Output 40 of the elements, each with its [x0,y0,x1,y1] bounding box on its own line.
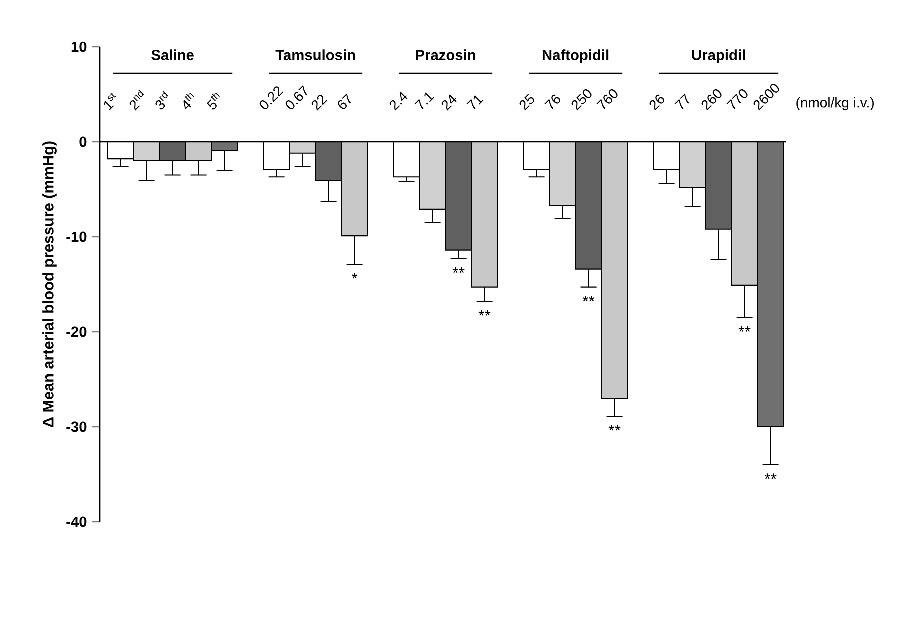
y-tick-label: -20 [66,326,87,338]
x-tick-label: 26 [650,94,664,111]
x-tick-label: 71 [466,96,484,110]
annotation: Urapidil [692,50,746,64]
y-tick-label: -10 [66,232,87,242]
y-axis-title: Δ Mean arterial blood pressure (mmHg) [42,142,57,428]
annotation: ** [738,326,751,332]
x-tick-label: 24 [442,94,457,111]
annotation: ** [608,425,621,431]
x-tick-label: 4$^{th}$ [184,94,194,110]
text: (nmol/kg i.v.) [796,97,874,111]
annotation: ** [478,310,491,316]
x-tick-label: 22 [312,94,328,111]
x-tick-label: 3$^{rd}$ [156,91,168,110]
annotation: Naftopidil [542,50,609,64]
annotation: ** [452,267,465,274]
x-tick-label: 67 [338,94,352,110]
x-tick-label: 260 [702,90,722,111]
x-tick-label: 2$^{nd}$ [130,90,144,111]
y-tick-label: 10 [72,42,87,52]
y-tick-label: 0 [80,136,87,148]
annotation: Prazosin [416,50,476,60]
annotation: ** [582,296,595,302]
x-tick-label: 2.4 [390,92,408,111]
x-tick-label: 770 [726,90,748,110]
x-tick-label: 7.1 [414,92,434,110]
x-tick-label: 0.22 [260,86,284,110]
x-tick-label: 77 [674,94,690,110]
x-tick-label: 760 [596,90,618,110]
x-tick-label: 250 [572,90,592,111]
x-tick-label: 25 [520,94,534,111]
x-tick-label: 76 [544,94,560,110]
annotation: Saline [152,50,194,60]
annotation: * [352,273,358,279]
annotation: ** [764,474,777,480]
y-tick-label: -40 [66,516,87,528]
x-tick-label: 1$^{st}$ [104,92,116,110]
x-tick-label: 5$^{th}$ [207,93,220,110]
annotation: Tamsulosin [276,50,356,60]
y-tick-label: -30 [66,422,87,432]
